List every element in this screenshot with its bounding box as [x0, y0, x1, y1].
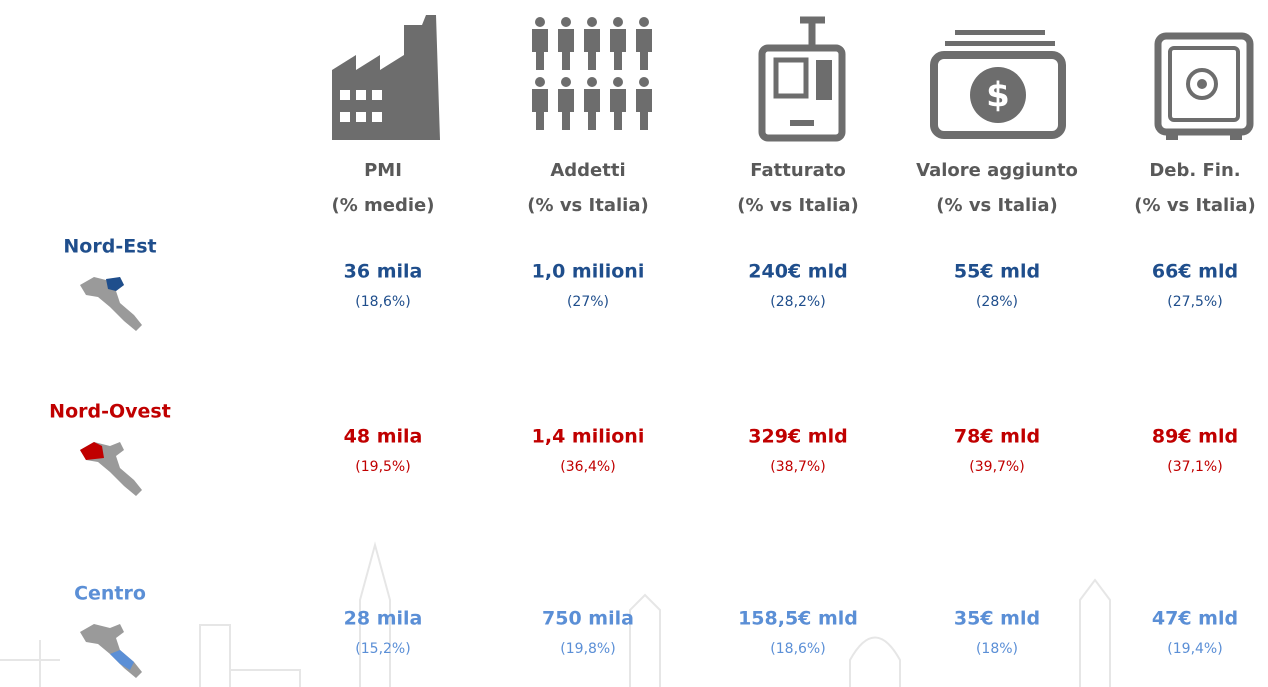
cell-value: 47€ mld — [1152, 608, 1238, 630]
person-body — [636, 89, 652, 130]
cell-share: (38,7%) — [770, 459, 825, 475]
person-head — [639, 17, 649, 27]
region-label: Nord-Ovest — [49, 401, 171, 423]
region-label: Nord-Est — [63, 236, 156, 258]
cell-value: 78€ mld — [954, 426, 1040, 448]
person-head — [613, 17, 623, 27]
person-head — [535, 17, 545, 27]
person-body — [636, 29, 652, 70]
region-map — [80, 277, 142, 331]
cell-share: (19,5%) — [355, 459, 410, 475]
region-label: Centro — [74, 583, 146, 605]
cell-share: (39,7%) — [969, 459, 1024, 475]
person-body — [584, 89, 600, 130]
cell-share: (15,2%) — [355, 641, 410, 657]
cell-value: 89€ mld — [1152, 426, 1238, 448]
person-head — [639, 77, 649, 87]
person-body — [532, 29, 548, 70]
cell-share: (27,5%) — [1167, 294, 1222, 310]
cell-value: 158,5€ mld — [738, 608, 858, 630]
cell-share: (18%) — [976, 641, 1018, 657]
person-head — [587, 77, 597, 87]
cell-value: 36 mila — [344, 261, 423, 283]
skyline — [0, 541, 1111, 687]
person-head — [587, 17, 597, 27]
money-icon: $ — [930, 30, 1066, 139]
cell-value: 35€ mld — [954, 608, 1040, 630]
cell-share: (28,2%) — [770, 294, 825, 310]
cell-value: 329€ mld — [748, 426, 847, 448]
cell-value: 48 mila — [344, 426, 423, 448]
person-body — [610, 29, 626, 70]
region-highlight — [110, 650, 134, 670]
safe-icon — [1154, 32, 1254, 140]
region-highlight — [80, 442, 104, 460]
factory-icon — [332, 15, 440, 140]
cell-value: 750 mila — [542, 608, 634, 630]
column-subtitle: (% vs Italia) — [737, 195, 858, 216]
cell-value: 28 mila — [344, 608, 423, 630]
region-highlight — [106, 277, 124, 291]
person-body — [610, 89, 626, 130]
cell-share: (37,1%) — [1167, 459, 1222, 475]
person-head — [561, 77, 571, 87]
cell-value: 55€ mld — [954, 261, 1040, 283]
cell-value: 240€ mld — [748, 261, 847, 283]
region-map — [80, 442, 142, 496]
person-body — [558, 89, 574, 130]
cell-share: (27%) — [567, 294, 609, 310]
register-icon — [758, 16, 846, 142]
person-body — [558, 29, 574, 70]
cell-value: 66€ mld — [1152, 261, 1238, 283]
column-title: Valore aggiunto — [916, 160, 1078, 181]
column-title: Deb. Fin. — [1149, 160, 1240, 181]
column-title: Fatturato — [750, 160, 845, 181]
cell-value: 1,4 milioni — [532, 426, 645, 448]
cell-share: (19,4%) — [1167, 641, 1222, 657]
person-head — [613, 77, 623, 87]
column-title: Addetti — [550, 160, 625, 181]
column-subtitle: (% medie) — [332, 195, 435, 216]
cell-share: (18,6%) — [770, 641, 825, 657]
column-subtitle: (% vs Italia) — [936, 195, 1057, 216]
cell-share: (28%) — [976, 294, 1018, 310]
column-subtitle: (% vs Italia) — [527, 195, 648, 216]
italy-shape — [80, 624, 142, 678]
person-body — [584, 29, 600, 70]
region-map — [80, 624, 142, 678]
people-icon — [532, 17, 652, 130]
cell-share: (18,6%) — [355, 294, 410, 310]
column-title: PMI — [364, 160, 402, 181]
dollar-sign: $ — [986, 76, 1010, 116]
person-head — [561, 17, 571, 27]
person-body — [532, 89, 548, 130]
cell-share: (19,8%) — [560, 641, 615, 657]
cell-value: 1,0 milioni — [532, 261, 645, 283]
italy-shape — [80, 277, 142, 331]
cell-share: (36,4%) — [560, 459, 615, 475]
person-head — [535, 77, 545, 87]
column-subtitle: (% vs Italia) — [1134, 195, 1255, 216]
